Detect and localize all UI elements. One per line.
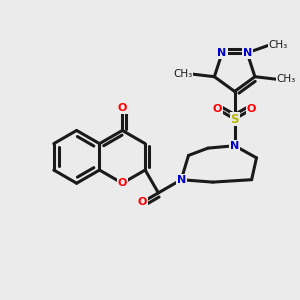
Text: CH₃: CH₃ <box>174 69 193 79</box>
Text: N: N <box>230 141 239 151</box>
Text: O: O <box>118 178 127 188</box>
Text: N: N <box>218 48 227 58</box>
Text: S: S <box>230 112 239 125</box>
Text: O: O <box>138 197 147 207</box>
Text: O: O <box>118 103 127 113</box>
Text: O: O <box>213 104 222 114</box>
Text: N: N <box>242 48 252 58</box>
Text: O: O <box>247 104 256 114</box>
Text: N: N <box>177 175 186 185</box>
Text: CH₃: CH₃ <box>268 40 288 50</box>
Text: CH₃: CH₃ <box>276 74 296 84</box>
